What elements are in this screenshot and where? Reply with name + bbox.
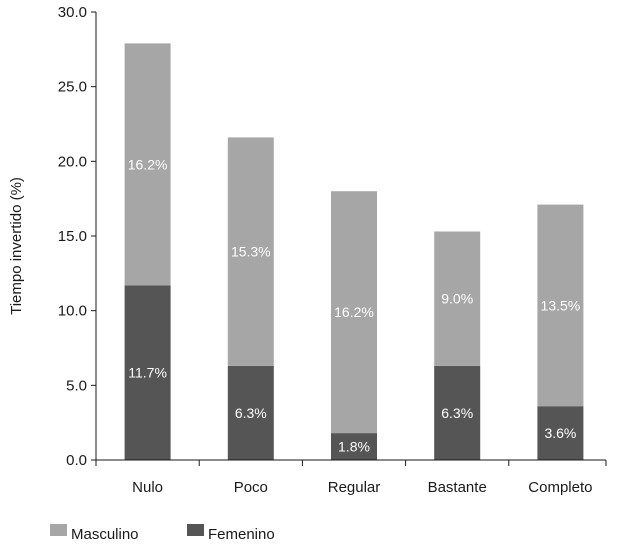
legend-label-masculino: Masculino — [71, 526, 139, 543]
bar-femenino-bastante — [434, 365, 481, 460]
bar-femenino-completo — [537, 406, 584, 460]
data-label: 1.8% — [338, 439, 370, 455]
data-label: 3.6% — [544, 425, 576, 441]
bars-layer — [124, 43, 584, 460]
y-axis-title: Tiempo invertido (%) — [8, 177, 25, 315]
data-label: 6.3% — [235, 405, 267, 421]
bar-masculino-nulo — [124, 43, 171, 286]
labels-layer: 11.7% 16.2% 6.3% 15.3% 1.8% 16.2% 6.3% 9.0% 3.6%… — [8, 4, 593, 496]
data-label: 9.0% — [441, 291, 473, 307]
bar-masculino-regular — [331, 191, 377, 434]
legend-swatch-femenino — [187, 524, 204, 536]
bar-femenino-nulo — [124, 285, 171, 460]
data-label: 11.7% — [128, 365, 167, 381]
y-tick-label: 0.0 — [66, 452, 87, 469]
bar-masculino-completo — [537, 204, 584, 407]
data-label: 16.2% — [128, 156, 168, 172]
bar-femenino-poco — [227, 365, 274, 460]
bar-masculino-poco — [227, 137, 274, 366]
x-tick-label: Completo — [528, 479, 592, 496]
bar-femenino-regular — [331, 433, 377, 460]
y-tick-label: 20.0 — [58, 153, 87, 170]
y-tick-label: 25.0 — [58, 79, 87, 96]
y-tick-label: 10.0 — [58, 303, 87, 320]
x-tick-label: Poco — [234, 479, 268, 496]
legend-label-femenino: Femenino — [208, 526, 275, 543]
y-tick-label: 5.0 — [66, 377, 87, 394]
y-tick-label: 15.0 — [58, 228, 87, 245]
legend-swatch-masculino — [50, 524, 67, 536]
legend: Masculino Femenino — [50, 524, 275, 543]
data-label: 15.3% — [231, 244, 271, 260]
x-tick-label: Bastante — [428, 479, 487, 496]
axes-layer — [91, 11, 607, 466]
x-tick-label: Regular — [328, 479, 381, 496]
x-tick-label: Nulo — [132, 479, 163, 496]
bar-masculino-bastante — [434, 231, 481, 366]
data-label: 13.5% — [541, 297, 581, 313]
data-label: 6.3% — [441, 405, 473, 421]
data-label: 16.2% — [334, 304, 374, 320]
y-tick-label: 30.0 — [58, 4, 87, 21]
